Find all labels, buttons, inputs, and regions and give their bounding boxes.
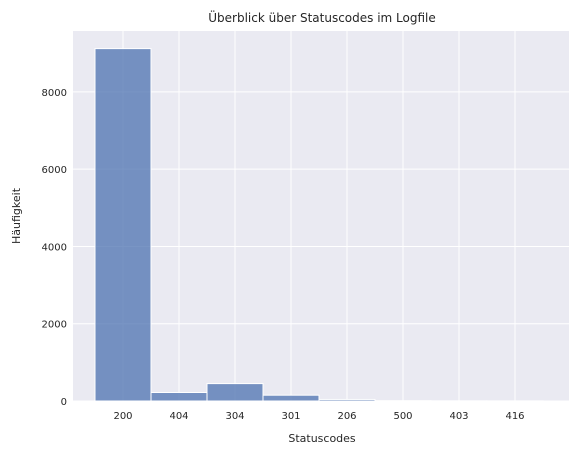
y-axis-ticks: 0 2000 4000 6000 8000 bbox=[42, 88, 67, 408]
y-tick-label: 6000 bbox=[42, 165, 67, 176]
x-tick-label: 500 bbox=[393, 411, 412, 422]
bar-301 bbox=[262, 394, 320, 402]
grid-lines bbox=[73, 31, 569, 402]
x-tick-label: 404 bbox=[169, 411, 188, 422]
y-tick-label: 2000 bbox=[42, 320, 67, 331]
chart-title: Überblick über Statuscodes im Logfile bbox=[208, 9, 436, 25]
plot-area bbox=[73, 31, 569, 401]
x-axis-label: Statuscodes bbox=[288, 432, 356, 445]
x-tick-label: 206 bbox=[337, 411, 356, 422]
x-axis-ticks: 200 404 304 301 206 500 403 416 bbox=[113, 411, 524, 422]
x-tick-label: 301 bbox=[281, 411, 300, 422]
y-tick-label: 0 bbox=[61, 397, 67, 408]
x-tick-label: 200 bbox=[113, 411, 132, 422]
bar-404 bbox=[150, 391, 208, 402]
y-axis-label: Häufigkeit bbox=[10, 187, 23, 244]
y-tick-label: 4000 bbox=[42, 242, 67, 253]
bars bbox=[94, 48, 544, 402]
x-tick-label: 416 bbox=[505, 411, 524, 422]
bar-304 bbox=[206, 383, 264, 402]
bar-206 bbox=[318, 398, 376, 402]
x-tick-label: 304 bbox=[225, 411, 244, 422]
bar-200 bbox=[94, 48, 152, 402]
x-tick-label: 403 bbox=[449, 411, 468, 422]
y-tick-label: 8000 bbox=[42, 88, 67, 99]
